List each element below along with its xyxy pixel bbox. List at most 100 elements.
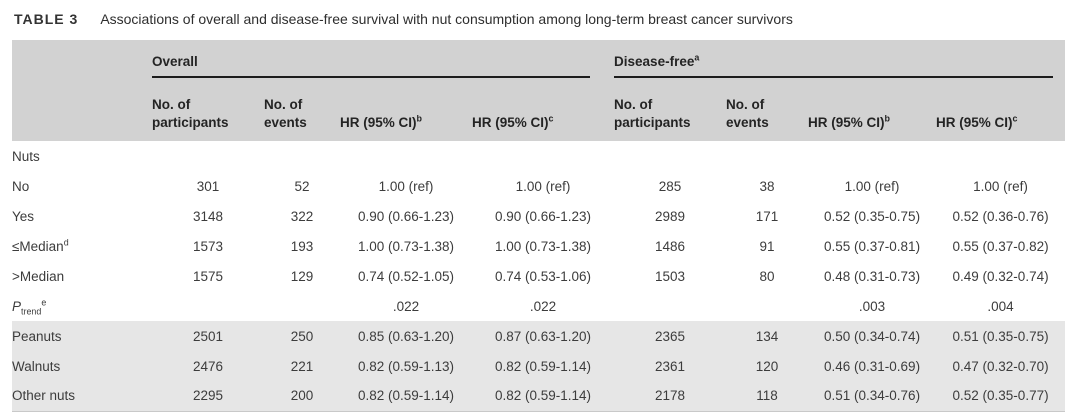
cell-6: 120: [726, 351, 809, 381]
cell-4: 0.90 (0.66-1.23): [494, 208, 592, 224]
cell-4: .022: [529, 298, 557, 314]
cell-3: 1.00 (0.73-1.38): [357, 238, 455, 254]
cell-7: 1.00 (ref): [844, 178, 900, 194]
cell-6: 134: [726, 321, 809, 351]
cell-7: 0.46 (0.31-0.69): [808, 351, 937, 381]
cell-4: 1.00 (0.73-1.38): [494, 238, 592, 254]
cell-8: 0.51 (0.35-0.75): [936, 321, 1066, 351]
cell-6: 118: [726, 381, 809, 412]
cell-7: [808, 141, 936, 171]
cell-4: 0.82 (0.59-1.14): [472, 381, 615, 412]
column-header-row: No. of participants No. of events HR (95% …: [12, 78, 1066, 141]
cell-5: 2365: [614, 321, 727, 351]
table-body: Nuts No 301 52 1.00 (ref) 1.00 (ref) 285 38 1.00…: [12, 141, 1066, 412]
table-row-median: ≤Mediand 1573 193 1.00 (0.73-1.38) 1.00 (0.7…: [12, 231, 1065, 261]
table-caption: TABLE 3 Associations of overall and disea…: [0, 0, 1080, 27]
column-header-5: No. of participants: [614, 78, 727, 141]
table-row-median: >Median 1575 129 0.74 (0.52-1.05) 0.74 (0.53…: [12, 261, 1065, 291]
table-row-nuts: Nuts: [12, 141, 1065, 171]
cell-1: 2476: [152, 351, 264, 381]
cell-1: 1575: [192, 268, 224, 284]
cell-5: 1486: [655, 238, 686, 254]
cell-8: 0.55 (0.37-0.82): [952, 238, 1049, 254]
table-row-no: No 301 52 1.00 (ref) 1.00 (ref) 285 38 1.00 (re…: [12, 171, 1065, 201]
column-group-label: Disease-freea: [614, 53, 1054, 78]
column-group-row: Overall Disease-freea: [12, 40, 1066, 78]
cell-4: 1.00 (ref): [515, 178, 571, 194]
row-label: Peanuts: [12, 321, 152, 351]
table-number: TABLE 3: [14, 11, 79, 27]
column-header-8: HR (95% CI)c: [936, 78, 1066, 141]
cell-2: [264, 291, 340, 321]
cell-6: 91: [759, 238, 775, 254]
table-row-yes: Yes 3148 322 0.90 (0.66-1.23) 0.90 (0.66-1.2…: [12, 201, 1065, 231]
cell-6: 171: [755, 208, 779, 224]
table-row-other-nuts: Other nuts 2295 200 0.82 (0.59-1.14) 0.82 (0…: [12, 381, 1066, 412]
cell-5: 285: [658, 178, 682, 194]
cell-2: 52: [294, 178, 310, 194]
cell-6: 80: [759, 268, 775, 284]
cell-5: 2361: [614, 351, 727, 381]
cell-8: 0.47 (0.32-0.70): [936, 351, 1066, 381]
table-row-peanuts: Peanuts 2501 250 0.85 (0.63-1.20) 0.87 (0.63…: [12, 321, 1066, 351]
cell-7: 0.48 (0.31-0.73): [824, 268, 921, 284]
cell-5: [614, 291, 726, 321]
cell-8: 1.00 (ref): [973, 178, 1028, 194]
cell-8: 0.52 (0.35-0.77): [936, 381, 1066, 412]
column-header-7: HR (95% CI)b: [808, 78, 937, 141]
cell-8: 0.49 (0.32-0.74): [952, 268, 1049, 284]
row-label: ≤Mediand: [12, 237, 69, 254]
cell-1: [152, 291, 264, 321]
cell-6: 38: [759, 178, 775, 194]
row-label: Yes: [12, 208, 35, 224]
cell-1: 3148: [192, 208, 224, 224]
cell-3: 0.90 (0.66-1.23): [357, 208, 455, 224]
cell-1: 1573: [192, 238, 224, 254]
cell-3: 0.82 (0.59-1.13): [340, 351, 472, 381]
cell-8: .004: [987, 298, 1014, 314]
row-label: No: [12, 178, 30, 194]
cell-6: [726, 291, 808, 321]
column-header-6: No. of events: [726, 78, 809, 141]
column-group-overall: Overall: [152, 40, 615, 78]
cell-3: 1.00 (ref): [378, 178, 434, 194]
row-label: >Median: [12, 268, 65, 284]
row-label: Walnuts: [12, 351, 152, 381]
column-group-disease-free: Disease-freea: [614, 40, 1066, 78]
cell-3: 0.82 (0.59-1.14): [340, 381, 472, 412]
cell-7: .003: [858, 298, 886, 314]
cell-3: 0.85 (0.63-1.20): [340, 321, 472, 351]
spanner-empty-cell: [12, 40, 152, 78]
cell-5: [614, 141, 726, 171]
cell-2: 129: [290, 268, 314, 284]
column-header-3: HR (95% CI)b: [340, 78, 472, 141]
cell-3: .022: [392, 298, 420, 314]
cell-1: 2295: [152, 381, 264, 412]
cell-7: 0.51 (0.34-0.76): [808, 381, 937, 412]
cell-3: [340, 141, 472, 171]
column-group-label: Overall: [152, 54, 591, 78]
cell-1: 301: [196, 178, 220, 194]
row-label: Ptrende: [12, 297, 47, 317]
cell-1: 2501: [152, 321, 264, 351]
cell-8: [936, 141, 1065, 171]
table-title: Associations of overall and disease-free…: [100, 11, 793, 27]
cell-6: [726, 141, 808, 171]
row-label: Other nuts: [12, 381, 152, 412]
cell-2: 322: [290, 208, 314, 224]
cell-4: 0.87 (0.63-1.20): [472, 321, 615, 351]
cell-2: 193: [290, 238, 314, 254]
cell-2: 221: [264, 351, 340, 381]
cell-5: 1503: [655, 268, 686, 284]
cell-7: 0.55 (0.37-0.81): [824, 238, 921, 254]
cell-2: 250: [264, 321, 340, 351]
cell-1: [152, 141, 264, 171]
row-label: Nuts: [12, 148, 40, 164]
column-header-2: No. of events: [264, 78, 340, 141]
cell-5: 2989: [655, 208, 686, 224]
table-row-walnuts: Walnuts 2476 221 0.82 (0.59-1.13) 0.82 (0.59…: [12, 351, 1066, 381]
cell-3: 0.74 (0.52-1.05): [357, 268, 455, 284]
cell-7: 0.50 (0.34-0.74): [808, 321, 937, 351]
survival-table: Overall Disease-freea No. of participants…: [12, 40, 1066, 412]
colhead-empty-cell: [12, 78, 152, 141]
